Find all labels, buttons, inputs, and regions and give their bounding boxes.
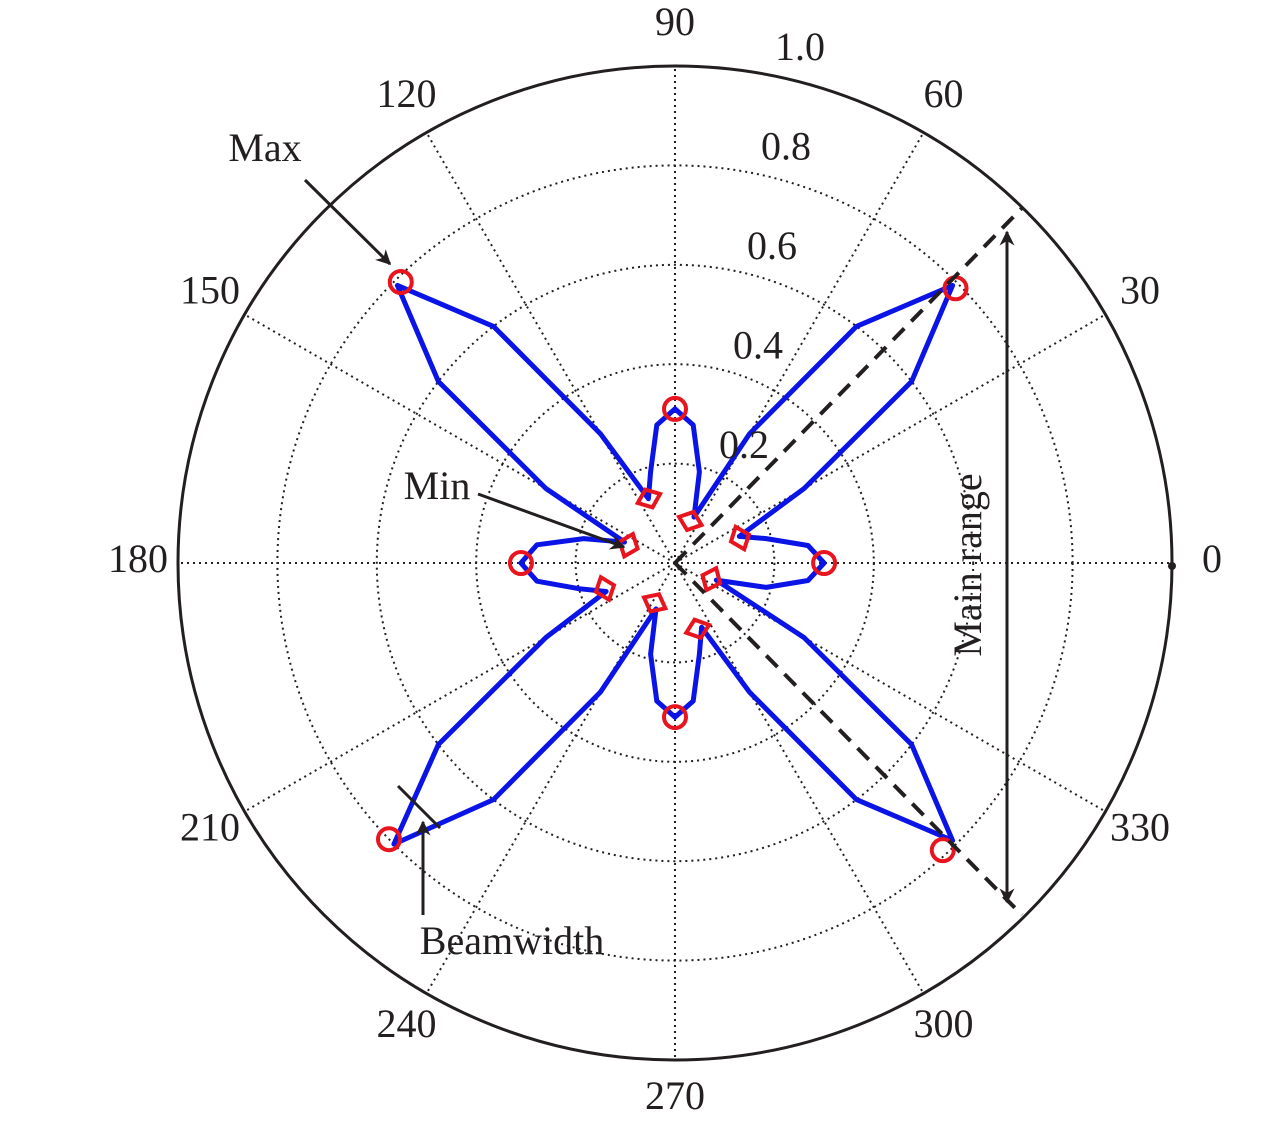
grid-spoke [425, 132, 676, 564]
min-arrow [477, 492, 626, 550]
max-marker [662, 704, 688, 731]
grid-circle [375, 263, 975, 863]
grid [178, 66, 1172, 1060]
grid-spoke [425, 562, 676, 994]
theta-tick-label: 120 [377, 71, 437, 116]
min-marker [683, 617, 713, 641]
grid-spoke [244, 313, 676, 564]
grid-spoke [674, 562, 1106, 813]
r-tick-label: 0.4 [733, 322, 783, 367]
main-range-label: Main range [945, 473, 990, 656]
r-tick-label: 0.2 [719, 422, 769, 467]
min-label: Min [404, 463, 471, 508]
beamwidth-line [396, 784, 442, 830]
theta-tick-label: 30 [1120, 268, 1160, 313]
min-marker [700, 565, 723, 594]
theta-tick-label: 330 [1110, 805, 1170, 850]
min-marker [593, 574, 617, 603]
grid-spoke [244, 562, 676, 813]
pattern-curve [391, 282, 956, 847]
grid-spoke [674, 562, 925, 994]
min-marker [676, 509, 705, 533]
theta-tick-label: 180 [108, 536, 168, 581]
max-arrow [303, 178, 392, 266]
theta-tick-label: 60 [924, 71, 964, 116]
min-marker [634, 487, 664, 510]
min-marker [641, 592, 669, 614]
theta-tick-label: 300 [914, 1001, 974, 1046]
grid-spoke [674, 313, 1106, 564]
theta-tick-label: 150 [180, 268, 240, 313]
main-range-line [673, 206, 1024, 565]
theta-tick-label: 270 [645, 1073, 705, 1118]
r-tick-label: 0.6 [747, 223, 797, 268]
min-marker [728, 523, 752, 553]
max-marker [929, 837, 956, 864]
theta-tick-label: 210 [180, 805, 240, 850]
theta-tick-label: 240 [377, 1001, 437, 1046]
r-tick-label: 0.8 [761, 124, 811, 169]
zero-dot [1168, 562, 1176, 570]
beamwidth-label: Beamwidth [420, 918, 604, 963]
r-tick-label: 1.0 [775, 24, 825, 69]
max-marker [375, 826, 402, 853]
main-range-line [673, 561, 1024, 917]
grid-circle [574, 462, 776, 664]
grid-spoke [674, 132, 925, 564]
plot [375, 268, 969, 864]
max-marker [387, 268, 414, 295]
max-marker [507, 550, 534, 576]
theta-tick-label: 0 [1202, 536, 1222, 581]
max-label: Max [228, 125, 301, 170]
max-marker [811, 550, 838, 576]
theta-tick-label: 90 [655, 0, 695, 44]
max-marker [662, 395, 688, 422]
